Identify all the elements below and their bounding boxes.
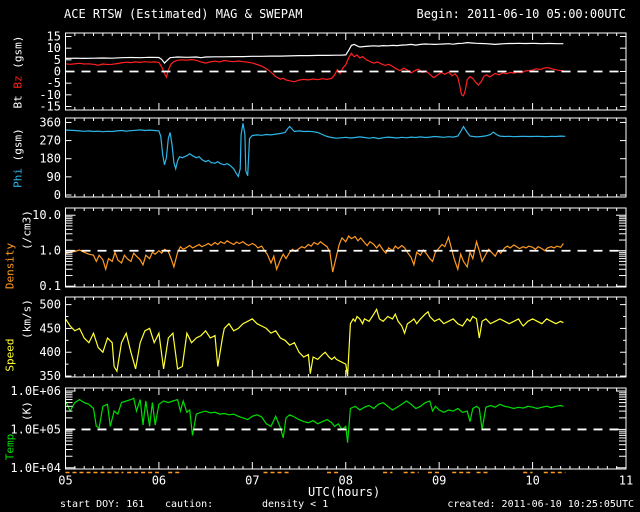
begin-timestamp: Begin: 2011-06-10 05:00:00UTC: [416, 7, 626, 21]
panel-frame-density: [65, 207, 627, 288]
y-ticks-phi: [65, 121, 626, 196]
y-tick-label: 1.0E+06: [10, 384, 61, 398]
x-ticks-speed: [65, 297, 627, 377]
y-tick-label: -5: [47, 76, 61, 90]
y-tick-label: 0: [54, 188, 61, 202]
y-tick-label: -10: [39, 88, 61, 102]
y-tick-label: 400: [39, 345, 61, 359]
y-tick-labels-temp: 1.0E+06 1.0E+05 1.0E+04: [10, 384, 61, 475]
ylabel-unit-speed: (km/s): [20, 299, 34, 339]
y-tick-label: 350: [39, 369, 61, 383]
y-tick-label: 1.0E+05: [10, 422, 61, 436]
y-tick-label: -15: [39, 100, 61, 114]
panel-temp: [65, 387, 627, 470]
y-tick-label: 10.0: [32, 208, 61, 222]
x-tick-label: 06: [152, 474, 166, 488]
y-tick-label: 1.0: [39, 244, 61, 258]
ylabel-name-temp: Temp: [3, 433, 17, 460]
y-tick-label: 0: [54, 65, 61, 79]
y-tick-label: 270: [39, 134, 61, 148]
ylabel-name-density: Density: [3, 242, 17, 289]
x-ticks-density: [65, 208, 627, 287]
ylabel-name-speed: Speed: [3, 338, 17, 372]
panel-density: [65, 207, 627, 288]
x-tick-label: 11: [619, 474, 633, 488]
y-ticks-mag: [65, 36, 626, 107]
x-tick-label: 08: [339, 474, 353, 488]
y-tick-label: 5: [54, 53, 61, 67]
footer-caution-label: caution:: [165, 499, 214, 510]
x-tick-label: 05: [58, 474, 72, 488]
y-tick-label: 500: [39, 298, 61, 312]
y-tick-label: 180: [39, 152, 61, 166]
ylabel-phi: Phi (gsm): [11, 127, 25, 188]
footer-start-doy: start DOY: 161: [60, 499, 145, 510]
x-axis-title: UTC(hours): [308, 485, 381, 499]
x-tick-labels: 05 06 07 08 09 10 11: [58, 474, 633, 488]
x-tick-label: 10: [525, 474, 539, 488]
ylabel-unit-temp: (K): [20, 400, 34, 421]
x-tick-label: 09: [432, 474, 446, 488]
panel-phi: [65, 117, 627, 198]
y-tick-label: 10: [47, 41, 61, 55]
footer-caution-value: density < 1: [262, 499, 329, 510]
y-tick-labels-phi: 360 270 180 90 0: [39, 115, 61, 202]
y-tick-label: 360: [39, 115, 61, 129]
x-ticks-phi: [65, 118, 627, 197]
bz-line: [65, 52, 564, 97]
speed-line: [65, 307, 564, 377]
temp-line: [65, 397, 564, 443]
bt-line: [65, 41, 564, 65]
ylabel-unit-density: (/cm3): [20, 209, 34, 250]
y-tick-label: 0.1: [39, 279, 61, 293]
ylabel-mag: Bt Bz (gsm): [11, 35, 25, 108]
x-tick-label: 07: [245, 474, 259, 488]
y-tick-label: 90: [47, 170, 61, 184]
y-tick-label: 15: [47, 30, 61, 44]
y-tick-label: 450: [39, 321, 61, 335]
y-ticks-density: [65, 214, 626, 287]
y-ticks-speed: [65, 304, 626, 377]
y-tick-labels-density: 10.0 1.0 0.1: [32, 208, 61, 293]
panel-speed: [65, 296, 627, 378]
y-tick-labels-speed: 500 450 400 350: [39, 298, 61, 383]
x-ticks-mag: [65, 33, 627, 110]
y-tick-label: 1.0E+04: [10, 461, 61, 475]
density-line: [65, 235, 564, 273]
phi-line: [65, 123, 566, 178]
y-ticks-temp: [65, 390, 626, 469]
page-title: ACE RTSW (Estimated) MAG & SWEPAM: [64, 7, 303, 21]
footer-created-timestamp: created: 2011-06-10 10:25:05UTC: [447, 499, 634, 510]
